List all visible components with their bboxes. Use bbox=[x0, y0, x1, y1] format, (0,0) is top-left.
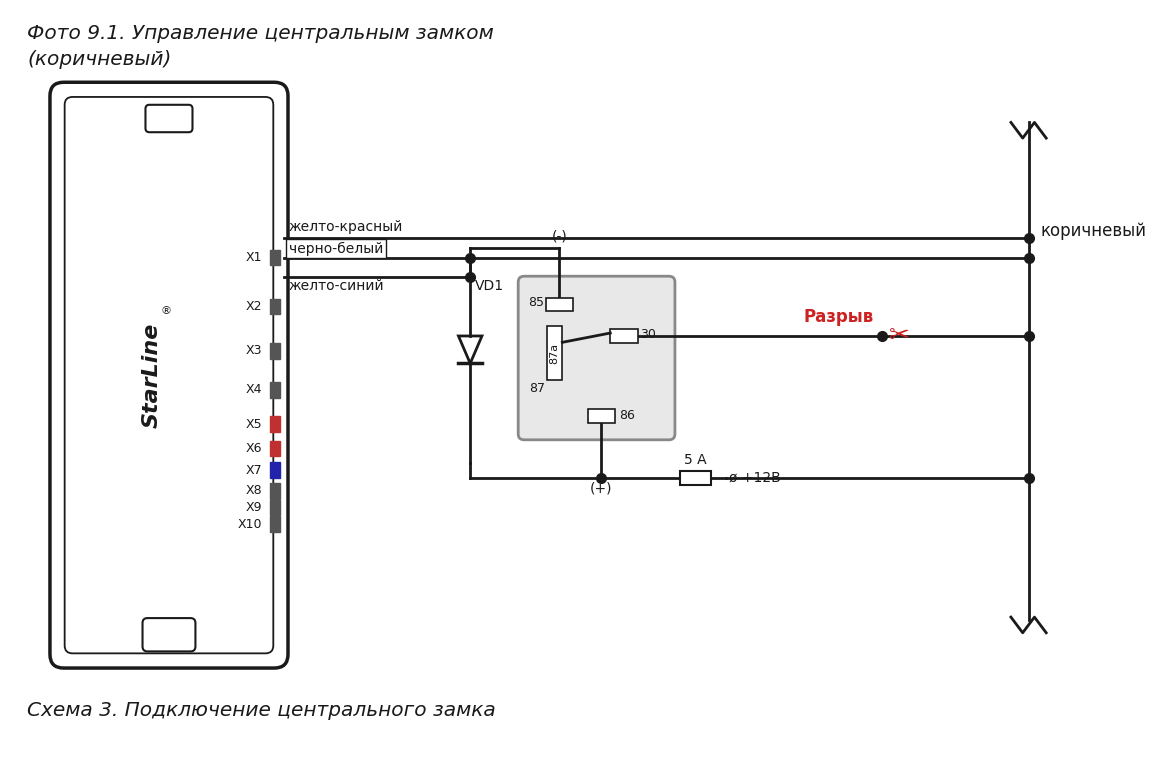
Text: X9: X9 bbox=[246, 501, 262, 514]
Text: 87: 87 bbox=[529, 382, 545, 396]
Text: X8: X8 bbox=[246, 484, 262, 497]
Text: StarLine: StarLine bbox=[142, 323, 162, 428]
Bar bbox=[270, 382, 280, 398]
Text: X1: X1 bbox=[246, 251, 262, 264]
Text: 87a: 87a bbox=[550, 343, 559, 363]
Bar bbox=[546, 326, 563, 380]
Text: VD1: VD1 bbox=[475, 279, 504, 293]
Text: (коричневый): (коричневый) bbox=[28, 50, 171, 69]
Text: Фото 9.1. Управление центральным замком: Фото 9.1. Управление центральным замком bbox=[28, 24, 494, 44]
Bar bbox=[270, 299, 280, 314]
Text: X6: X6 bbox=[246, 442, 262, 455]
Bar bbox=[270, 416, 280, 432]
Text: 5 А: 5 А bbox=[684, 453, 707, 467]
Text: ø +12В: ø +12В bbox=[729, 471, 781, 485]
Text: X10: X10 bbox=[238, 518, 262, 531]
Bar bbox=[588, 409, 615, 423]
Text: желто-синий: желто-синий bbox=[289, 279, 384, 293]
Text: X4: X4 bbox=[246, 383, 262, 396]
Text: X3: X3 bbox=[246, 344, 262, 357]
Text: ✂: ✂ bbox=[889, 324, 911, 348]
Text: (+): (+) bbox=[591, 482, 613, 496]
Text: X7: X7 bbox=[246, 464, 262, 477]
Text: коричневый: коричневый bbox=[1040, 222, 1146, 240]
Bar bbox=[270, 249, 280, 265]
Bar bbox=[610, 329, 637, 343]
Text: (-): (-) bbox=[551, 230, 567, 244]
Text: Разрыв: Разрыв bbox=[803, 308, 874, 326]
Text: желто-красный: желто-красный bbox=[289, 220, 403, 234]
Bar bbox=[270, 483, 280, 499]
Bar bbox=[680, 471, 711, 485]
Text: 86: 86 bbox=[619, 409, 635, 422]
Text: черно-белый: черно-белый bbox=[289, 242, 383, 256]
Text: 85: 85 bbox=[528, 296, 544, 309]
Bar bbox=[270, 500, 280, 516]
Bar bbox=[270, 343, 280, 359]
Bar bbox=[270, 516, 280, 532]
FancyBboxPatch shape bbox=[142, 618, 196, 651]
Text: ®: ® bbox=[161, 307, 171, 317]
FancyBboxPatch shape bbox=[146, 105, 192, 132]
Text: X2: X2 bbox=[246, 300, 262, 313]
FancyBboxPatch shape bbox=[64, 97, 274, 653]
Bar bbox=[545, 298, 573, 311]
Text: 30: 30 bbox=[640, 328, 656, 341]
Bar bbox=[270, 441, 280, 457]
Bar bbox=[270, 462, 280, 478]
FancyBboxPatch shape bbox=[50, 83, 288, 668]
FancyBboxPatch shape bbox=[518, 276, 675, 440]
Text: X5: X5 bbox=[246, 418, 262, 431]
Text: Схема 3. Подключение центрального замка: Схема 3. Подключение центрального замка bbox=[28, 701, 496, 720]
